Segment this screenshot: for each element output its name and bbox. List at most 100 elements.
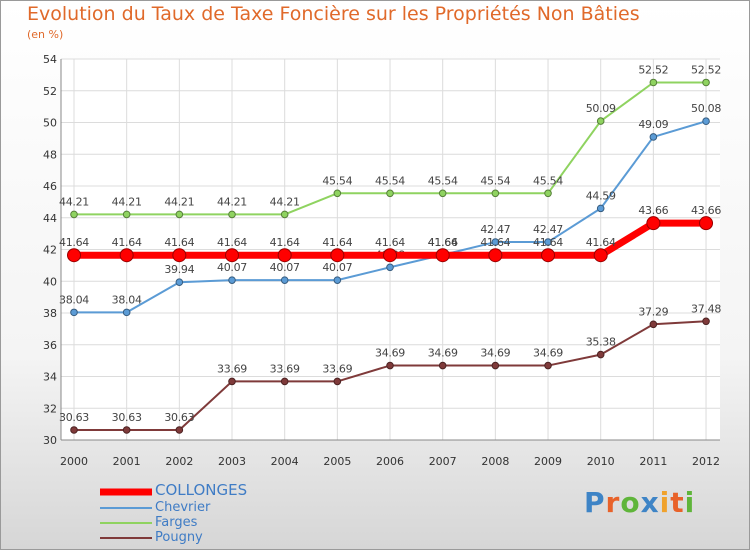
x-tick-label: 2004	[271, 455, 299, 468]
y-tick-label: 34	[43, 371, 57, 384]
data-label-chevrier: 39.94	[164, 263, 194, 276]
data-label-pougny: 34.69	[480, 347, 510, 360]
x-tick-label: 2002	[165, 455, 193, 468]
legend-swatch	[100, 488, 152, 495]
data-label-chevrier: 50.08	[691, 102, 721, 115]
data-label-farges: 45.54	[533, 174, 563, 187]
data-label-collonges: 43.66	[691, 204, 721, 217]
data-label-pougny: 37.29	[638, 305, 668, 318]
data-point-collonges	[593, 248, 608, 263]
y-tick-label: 52	[43, 85, 57, 98]
data-point-pougny	[122, 426, 131, 434]
legend-swatch	[100, 536, 152, 539]
data-label-collonges: 41.64	[59, 236, 89, 249]
data-point-farges	[702, 78, 710, 87]
y-tick-label: 54	[43, 53, 57, 66]
data-label-chevrier: 38.04	[112, 293, 142, 306]
data-point-chevrier	[122, 308, 131, 317]
data-point-farges	[280, 210, 289, 219]
data-label-farges: 44.21	[164, 195, 194, 208]
data-point-collonges	[119, 248, 134, 263]
data-label-pougny: 30.63	[164, 411, 194, 424]
data-label-farges: 44.21	[59, 195, 89, 208]
data-label-pougny: 33.69	[322, 362, 352, 375]
data-label-farges: 50.09	[586, 102, 616, 115]
y-tick-label: 42	[43, 244, 57, 257]
data-point-collonges	[172, 248, 187, 263]
data-point-chevrier	[386, 263, 394, 272]
legend-label: Pougny	[155, 530, 203, 545]
data-point-pougny	[491, 361, 500, 370]
data-label-chevrier: 40.07	[217, 261, 247, 274]
data-label-chevrier: 40.07	[270, 261, 300, 274]
data-label-farges: 52.52	[691, 63, 721, 76]
data-point-pougny	[228, 377, 236, 386]
data-point-farges	[70, 210, 78, 219]
legend-label: COLLONGES	[155, 481, 248, 499]
data-label-collonges: 41.64	[480, 236, 510, 249]
data-point-chevrier	[596, 204, 605, 213]
y-tick-label: 30	[43, 434, 57, 447]
data-label-pougny: 34.69	[428, 347, 458, 360]
x-tick-label: 2008	[481, 455, 509, 468]
y-tick-label: 46	[43, 180, 57, 193]
y-tick-label: 36	[43, 339, 57, 352]
data-point-chevrier	[228, 276, 236, 284]
data-label-farges: 44.21	[112, 195, 142, 208]
data-point-pougny	[702, 317, 710, 326]
data-label-collonges: 41.64	[270, 236, 300, 249]
data-label-chevrier: 42.47	[480, 223, 510, 236]
chart-title: Evolution du Taux de Taxe Foncière sur l…	[27, 3, 640, 25]
data-label-pougny: 30.63	[112, 411, 142, 424]
data-label-pougny: 34.69	[375, 347, 405, 360]
data-point-farges	[175, 210, 184, 219]
data-point-collonges	[67, 248, 81, 263]
data-point-collonges	[488, 248, 503, 263]
data-label-pougny: 33.69	[217, 362, 247, 375]
x-tick-label: 2009	[534, 455, 562, 468]
legend-swatch	[100, 506, 152, 509]
data-point-collonges	[646, 216, 661, 231]
x-tick-label: 2012	[692, 455, 720, 468]
data-label-collonges: 41.64	[112, 236, 142, 249]
y-tick-label: 32	[43, 402, 57, 415]
data-point-farges	[333, 189, 342, 198]
legend-label: Farges	[155, 515, 198, 530]
data-label-pougny: 34.69	[533, 347, 563, 360]
y-tick-label: 44	[43, 212, 57, 225]
data-point-farges	[596, 117, 605, 125]
data-label-pougny: 37.48	[691, 302, 721, 315]
x-tick-label: 2010	[587, 455, 615, 468]
data-label-farges: 45.54	[375, 174, 405, 187]
data-point-pougny	[649, 320, 658, 329]
x-tick-label: 2005	[323, 455, 351, 468]
data-label-farges: 44.21	[270, 195, 300, 208]
data-label-collonges: 41.64	[428, 236, 458, 249]
data-point-collonges	[541, 248, 556, 263]
data-point-pougny	[333, 377, 342, 386]
x-tick-label: 2000	[60, 455, 88, 468]
data-label-pougny: 30.63	[59, 411, 89, 424]
data-label-pougny: 33.69	[270, 362, 300, 375]
data-point-pougny	[386, 361, 394, 370]
data-point-farges	[438, 189, 447, 198]
data-label-chevrier: 38.04	[59, 293, 89, 306]
data-label-farges: 45.54	[428, 174, 458, 187]
data-point-chevrier	[649, 133, 658, 141]
data-label-collonges: 41.64	[533, 236, 563, 249]
data-label-collonges: 41.64	[217, 236, 247, 249]
data-point-farges	[544, 189, 552, 198]
data-point-chevrier	[280, 276, 289, 284]
x-tick-label: 2001	[113, 455, 141, 468]
data-label-chevrier: 40.07	[322, 261, 352, 274]
legend-label: Chevrier	[155, 500, 211, 515]
x-tick-label: 2006	[376, 455, 404, 468]
data-point-pougny	[596, 350, 605, 359]
data-label-chevrier: 42.47	[533, 223, 563, 236]
data-label-collonges: 41.64	[586, 236, 616, 249]
data-label-collonges: 43.66	[638, 204, 668, 217]
data-point-collonges	[435, 248, 450, 263]
data-label-chevrier: 44.59	[586, 189, 616, 202]
data-point-pougny	[544, 361, 552, 370]
